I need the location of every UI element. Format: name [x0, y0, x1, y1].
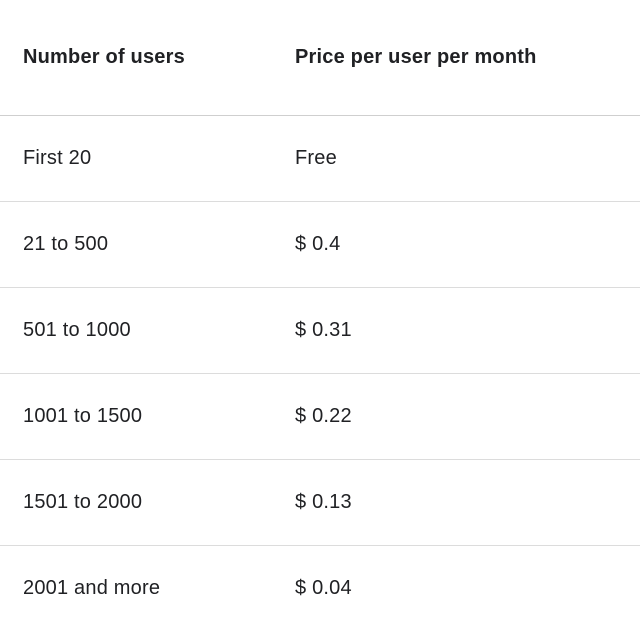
table-row: 21 to 500 $ 0.4	[0, 202, 640, 288]
table-row: 1501 to 2000 $ 0.13	[0, 460, 640, 546]
price-cell: $ 0.13	[295, 460, 640, 546]
users-range-cell: 501 to 1000	[0, 288, 295, 374]
price-cell: $ 0.4	[295, 202, 640, 288]
users-range-cell: 1501 to 2000	[0, 460, 295, 546]
column-header-price-per-user: Price per user per month	[295, 0, 640, 116]
table-row: First 20 Free	[0, 116, 640, 202]
column-header-number-of-users: Number of users	[0, 0, 295, 116]
table-row: 1001 to 1500 $ 0.22	[0, 374, 640, 460]
table-body: First 20 Free 21 to 500 $ 0.4 501 to 100…	[0, 116, 640, 631]
table-header: Number of users Price per user per month	[0, 0, 640, 116]
users-range-cell: First 20	[0, 116, 295, 202]
table-row: 2001 and more $ 0.04	[0, 546, 640, 631]
price-cell: Free	[295, 116, 640, 202]
table-row: 501 to 1000 $ 0.31	[0, 288, 640, 374]
users-range-cell: 1001 to 1500	[0, 374, 295, 460]
header-row: Number of users Price per user per month	[0, 0, 640, 116]
price-cell: $ 0.22	[295, 374, 640, 460]
users-range-cell: 21 to 500	[0, 202, 295, 288]
price-cell: $ 0.31	[295, 288, 640, 374]
price-cell: $ 0.04	[295, 546, 640, 631]
users-range-cell: 2001 and more	[0, 546, 295, 631]
